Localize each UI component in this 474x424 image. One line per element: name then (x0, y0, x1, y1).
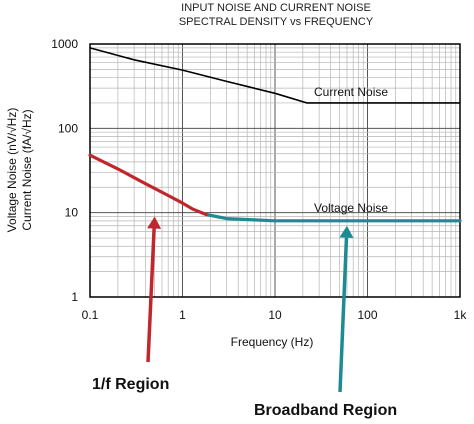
arrow-shaft (146, 228, 156, 363)
annotation-1f-region: 1/f Region (92, 376, 169, 393)
plot-frame (89, 43, 461, 298)
arrow-broadband-region (338, 225, 354, 393)
series-label-current-noise: Current Noise (314, 85, 388, 99)
y-tick-label: 10 (65, 206, 79, 220)
grid (89, 44, 460, 298)
arrow-shaft (338, 237, 349, 393)
x-tick-label: 100 (357, 308, 377, 322)
x-tick-label: 1 (179, 308, 186, 322)
arrow-head (147, 216, 162, 229)
x-axis-label: Frequency (Hz) (231, 335, 314, 349)
y-tick-label: 100 (58, 121, 78, 135)
y-axis-label-voltage: Voltage Noise (nV/√Hz) (5, 108, 19, 233)
x-tick-label: 0.1 (82, 308, 99, 322)
one-over-f-line (88, 153, 208, 217)
current-noise-line (89, 47, 461, 104)
y-tick-label: 1 (71, 290, 78, 304)
y-axis-label-current: Current Noise (fA/√Hz) (20, 109, 34, 230)
x-tick-label: 10 (268, 308, 282, 322)
series-label-voltage-noise: Voltage Noise (314, 201, 388, 215)
x-ticks: 0.1 1 10 100 1k (82, 308, 468, 322)
y-tick-label: 1000 (51, 37, 78, 51)
y-ticks: 1 10 100 1000 (51, 37, 78, 304)
series-group (88, 47, 462, 223)
annotation-arrows (146, 216, 354, 393)
voltage-noise-line (204, 212, 462, 223)
x-tick-label: 1k (454, 308, 468, 322)
annotation-broadband-region: Broadband Region (254, 402, 397, 419)
chart-title: INPUT NOISE AND CURRENT NOISE (181, 2, 371, 14)
arrow-1f-region (146, 216, 162, 363)
chart-subtitle: SPECTRAL DENSITY vs FREQUENCY (179, 16, 374, 28)
arrow-head (339, 225, 354, 239)
